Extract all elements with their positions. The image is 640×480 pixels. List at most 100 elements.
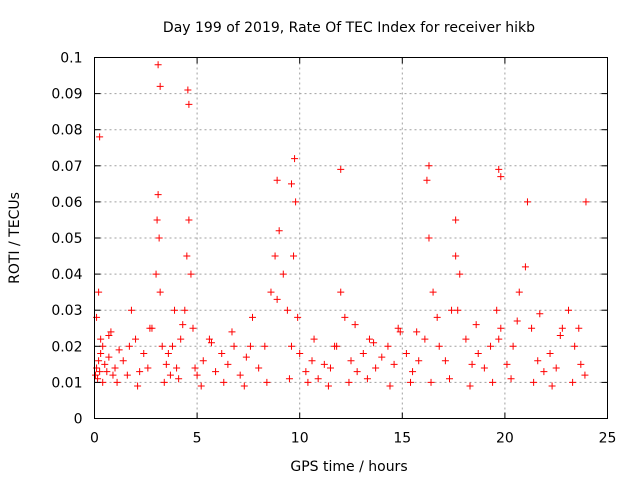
data-point: [353, 368, 361, 376]
data-point: [468, 360, 476, 368]
data-point: [507, 375, 515, 383]
data-point: [302, 368, 310, 376]
data-point: [173, 364, 181, 372]
data-point: [273, 295, 281, 303]
data-point: [326, 364, 334, 372]
data-point: [365, 335, 373, 343]
y-tick-label: 0: [74, 412, 83, 428]
y-tick-label: 0.03: [51, 303, 82, 319]
data-point: [466, 382, 474, 390]
x-tick-label: 10: [291, 431, 309, 447]
data-point: [125, 342, 133, 350]
data-point: [154, 61, 162, 69]
data-point: [156, 82, 164, 90]
data-point: [224, 360, 232, 368]
data-point: [115, 346, 123, 354]
data-point: [290, 252, 298, 260]
data-point: [136, 368, 144, 376]
data-point: [146, 324, 154, 332]
data-point: [337, 165, 345, 173]
data-point: [160, 378, 168, 386]
data-point: [185, 100, 193, 108]
data-point: [581, 371, 589, 379]
data-point: [185, 216, 193, 224]
y-axis-label: ROTI / TECUs: [7, 192, 23, 284]
data-point: [111, 364, 119, 372]
data-point: [152, 270, 160, 278]
data-point: [345, 378, 353, 386]
data-point: [456, 270, 464, 278]
data-point: [331, 342, 339, 350]
data-point: [140, 350, 148, 358]
data-point: [155, 234, 163, 242]
data-point: [287, 180, 295, 188]
data-point: [575, 324, 583, 332]
data-point: [171, 306, 179, 314]
data-point: [95, 357, 103, 365]
x-tick-label: 15: [393, 431, 411, 447]
data-point: [183, 252, 191, 260]
y-tick-label: 0.01: [51, 375, 82, 391]
data-point: [515, 288, 523, 296]
data-point: [162, 360, 170, 368]
data-point: [127, 306, 135, 314]
data-point: [271, 252, 279, 260]
data-point: [497, 173, 505, 181]
data-point: [472, 321, 480, 329]
data-point: [95, 288, 103, 296]
data-point: [536, 310, 544, 318]
tick-labels: 0 0.01 0.02 0.03 0.04 0.05 0.06 0.07 0.08 0.09 0.1…: [51, 51, 616, 447]
data-point: [534, 357, 542, 365]
data-point: [425, 234, 433, 242]
data-point: [324, 382, 332, 390]
data-point: [452, 252, 460, 260]
data-point: [565, 306, 573, 314]
data-point: [166, 371, 174, 379]
data-point: [261, 342, 269, 350]
data-point: [448, 306, 456, 314]
data-point: [341, 313, 349, 321]
data-point: [546, 350, 554, 358]
x-tick-label: 5: [193, 431, 202, 447]
data-point: [304, 378, 312, 386]
data-point: [540, 368, 548, 376]
data-point: [283, 306, 291, 314]
data-point: [240, 382, 248, 390]
data-point: [359, 350, 367, 358]
data-point: [569, 378, 577, 386]
data-point: [347, 357, 355, 365]
data-point: [384, 342, 392, 350]
data-point: [427, 378, 435, 386]
data-point: [509, 342, 517, 350]
data-point: [228, 328, 236, 336]
data-point: [409, 368, 417, 376]
data-point: [571, 342, 579, 350]
data-point: [105, 353, 113, 361]
data-point: [528, 324, 536, 332]
data-point: [197, 382, 205, 390]
data-point: [513, 317, 521, 325]
data-point: [291, 155, 299, 163]
x-tick-label: 20: [496, 431, 514, 447]
data-point: [386, 382, 394, 390]
data-point: [351, 321, 359, 329]
data-point: [287, 342, 295, 350]
data-point: [107, 328, 115, 336]
data-point: [530, 378, 538, 386]
data-point: [556, 331, 564, 339]
data-point: [487, 342, 495, 350]
data-point: [119, 357, 127, 365]
data-point: [521, 263, 529, 271]
data-point: [423, 176, 431, 184]
data-point: [164, 350, 172, 358]
data-point: [294, 313, 302, 321]
y-tick-label: 0.09: [51, 87, 82, 103]
data-point: [429, 288, 437, 296]
y-tick-label: 0.05: [51, 231, 82, 247]
data-point: [390, 360, 398, 368]
data-point: [474, 350, 482, 358]
data-point: [413, 328, 421, 336]
data-point: [441, 357, 449, 365]
data-point: [372, 364, 380, 372]
data-point: [396, 328, 404, 336]
